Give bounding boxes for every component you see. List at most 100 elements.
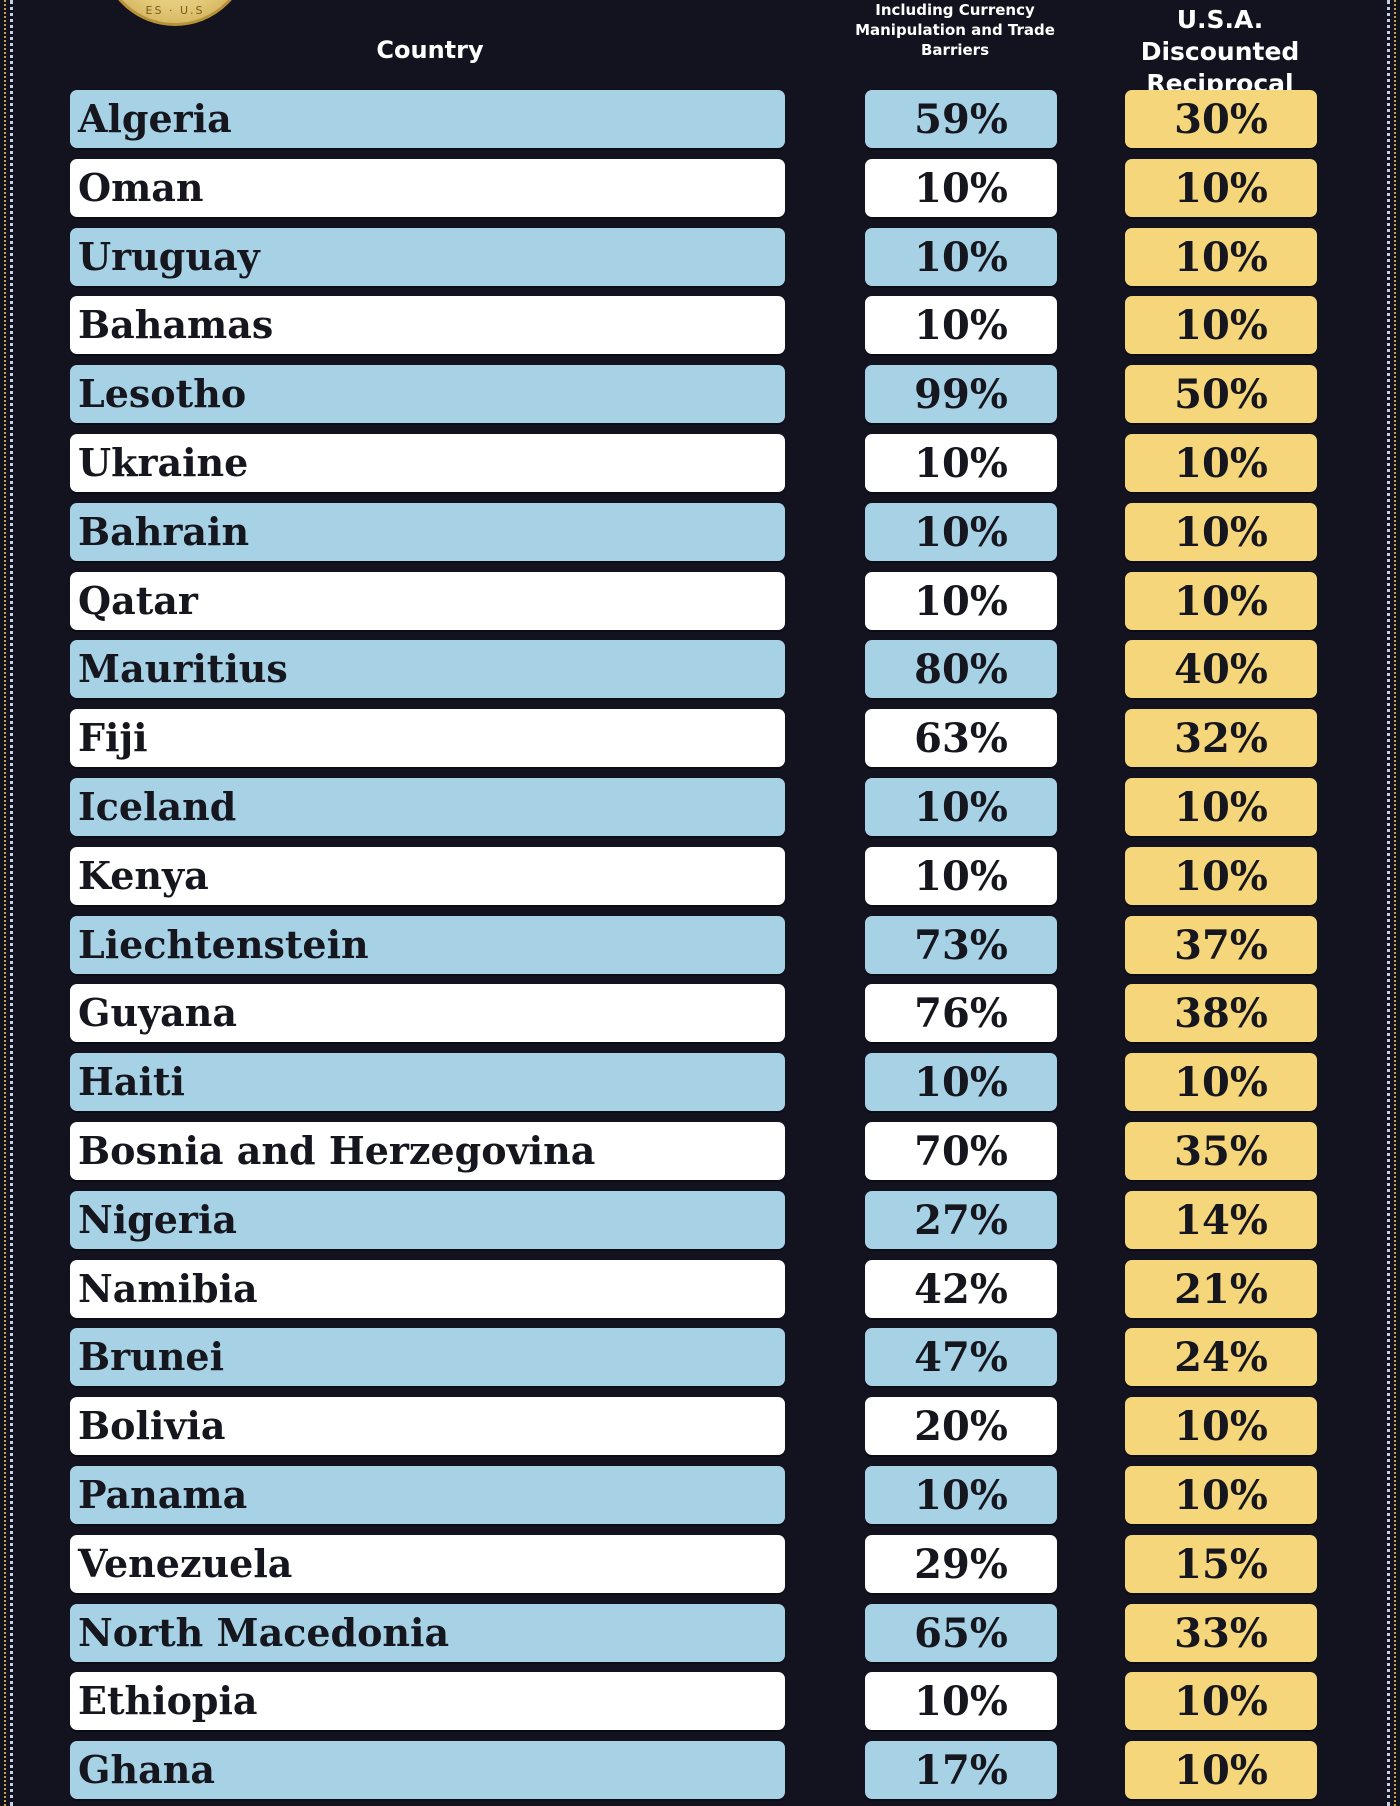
reciprocal-tariff-value: 35% xyxy=(1125,1122,1317,1180)
reciprocal-tariff-value: 50% xyxy=(1125,365,1317,424)
reciprocal-tariff-value: 10% xyxy=(1125,846,1317,905)
table-row: Kenya 10% 10% xyxy=(0,846,1400,905)
tariffs-charged-value: 10% xyxy=(865,502,1057,561)
table-row: Bolivia 20% 10% xyxy=(0,1397,1400,1456)
table-row: Ukraine 10% 10% xyxy=(0,434,1400,492)
tariffs-charged-value: 10% xyxy=(865,1053,1057,1112)
tariffs-charged-value: 10% xyxy=(865,778,1057,836)
table-row: Panama 10% 10% xyxy=(0,1466,1400,1524)
table-row: Oman 10% 10% xyxy=(0,158,1400,217)
table-row: Fiji 63% 32% xyxy=(0,709,1400,768)
tariffs-charged-value: 65% xyxy=(865,1603,1057,1662)
header-country: Country xyxy=(376,36,484,64)
table-row: Bahrain 10% 10% xyxy=(0,502,1400,561)
tariffs-charged-value: 10% xyxy=(865,227,1057,286)
reciprocal-tariff-value: 10% xyxy=(1125,296,1317,355)
reciprocal-tariff-value: 10% xyxy=(1125,1672,1317,1731)
table-row: Qatar 10% 10% xyxy=(0,571,1400,630)
reciprocal-tariff-value: 24% xyxy=(1125,1328,1317,1387)
table-row: Mauritius 80% 40% xyxy=(0,640,1400,699)
table-row: Bahamas 10% 10% xyxy=(0,296,1400,355)
tariffs-charged-value: 47% xyxy=(865,1328,1057,1387)
reciprocal-tariff-value: 10% xyxy=(1125,571,1317,630)
tariffs-charged-value: 10% xyxy=(865,846,1057,905)
tariffs-charged-value: 10% xyxy=(865,296,1057,355)
right-border xyxy=(1382,0,1400,1806)
reciprocal-tariff-value: 10% xyxy=(1125,434,1317,492)
country-name: Kenya xyxy=(70,846,785,905)
country-name: Qatar xyxy=(70,571,785,630)
country-name: Fiji xyxy=(70,709,785,768)
header-reciprocal-line1: U.S.A. Discounted xyxy=(1140,5,1300,66)
country-name: Haiti xyxy=(70,1053,785,1112)
table-row: Ethiopia 10% 10% xyxy=(0,1672,1400,1731)
table-row: Brunei 47% 24% xyxy=(0,1328,1400,1387)
reciprocal-tariff-value: 10% xyxy=(1125,778,1317,836)
tariffs-charged-value: 76% xyxy=(865,984,1057,1043)
reciprocal-tariff-value: 10% xyxy=(1125,227,1317,286)
country-name: Ukraine xyxy=(70,434,785,492)
tariffs-charged-value: 29% xyxy=(865,1534,1057,1593)
tariffs-charged-value: 59% xyxy=(865,90,1057,148)
table-row: Iceland 10% 10% xyxy=(0,778,1400,836)
reciprocal-tariff-value: 10% xyxy=(1125,502,1317,561)
reciprocal-tariff-value: 32% xyxy=(1125,709,1317,768)
country-name: Bolivia xyxy=(70,1397,785,1456)
country-name: Oman xyxy=(70,158,785,217)
table-row: Bosnia and Herzegovina 70% 35% xyxy=(0,1122,1400,1180)
tariffs-charged-value: 10% xyxy=(865,1466,1057,1524)
table-row: Namibia 42% 21% xyxy=(0,1259,1400,1318)
header-tariffs-charged: Including Currency Manipulation and Trad… xyxy=(855,1,1055,59)
tariffs-charged-value: 10% xyxy=(865,571,1057,630)
country-name: Panama xyxy=(70,1466,785,1524)
reciprocal-tariff-value: 33% xyxy=(1125,1603,1317,1662)
country-name: Bosnia and Herzegovina xyxy=(70,1122,785,1180)
table-row: Lesotho 99% 50% xyxy=(0,365,1400,424)
tariffs-charged-value: 27% xyxy=(865,1190,1057,1249)
table-row: Nigeria 27% 14% xyxy=(0,1190,1400,1249)
country-name: Algeria xyxy=(70,90,785,148)
reciprocal-tariff-value: 10% xyxy=(1125,1466,1317,1524)
country-name: Nigeria xyxy=(70,1190,785,1249)
reciprocal-tariff-value: 10% xyxy=(1125,1741,1317,1800)
table-row: Haiti 10% 10% xyxy=(0,1053,1400,1112)
reciprocal-tariff-value: 10% xyxy=(1125,158,1317,217)
tariffs-charged-value: 42% xyxy=(865,1259,1057,1318)
reciprocal-tariff-value: 38% xyxy=(1125,984,1317,1043)
table-row: North Macedonia 65% 33% xyxy=(0,1603,1400,1662)
reciprocal-tariff-value: 15% xyxy=(1125,1534,1317,1593)
table-row: Algeria 59% 30% xyxy=(0,90,1400,148)
tariffs-charged-value: 99% xyxy=(865,365,1057,424)
tariffs-charged-value: 17% xyxy=(865,1741,1057,1800)
reciprocal-tariff-value: 30% xyxy=(1125,90,1317,148)
tariffs-charged-value: 73% xyxy=(865,915,1057,974)
table-row: Ghana 17% 10% xyxy=(0,1741,1400,1800)
country-name: Namibia xyxy=(70,1259,785,1318)
country-name: Iceland xyxy=(70,778,785,836)
tariffs-charged-value: 20% xyxy=(865,1397,1057,1456)
country-name: Bahamas xyxy=(70,296,785,355)
country-name: Mauritius xyxy=(70,640,785,699)
country-name: Bahrain xyxy=(70,502,785,561)
left-border xyxy=(0,0,18,1806)
country-name: Brunei xyxy=(70,1328,785,1387)
reciprocal-tariff-value: 21% xyxy=(1125,1259,1317,1318)
reciprocal-tariff-value: 10% xyxy=(1125,1397,1317,1456)
tariffs-charged-value: 10% xyxy=(865,434,1057,492)
tariffs-charged-value: 10% xyxy=(865,158,1057,217)
tariffs-charged-value: 10% xyxy=(865,1672,1057,1731)
table-row: Uruguay 10% 10% xyxy=(0,227,1400,286)
reciprocal-tariff-value: 37% xyxy=(1125,915,1317,974)
country-name: North Macedonia xyxy=(70,1603,785,1662)
country-name: Ghana xyxy=(70,1741,785,1800)
tariffs-charged-value: 70% xyxy=(865,1122,1057,1180)
country-name: Lesotho xyxy=(70,365,785,424)
reciprocal-tariff-value: 40% xyxy=(1125,640,1317,699)
table-row: Venezuela 29% 15% xyxy=(0,1534,1400,1593)
country-name: Ethiopia xyxy=(70,1672,785,1731)
country-name: Liechtenstein xyxy=(70,915,785,974)
reciprocal-tariff-value: 10% xyxy=(1125,1053,1317,1112)
country-name: Venezuela xyxy=(70,1534,785,1593)
country-name: Guyana xyxy=(70,984,785,1043)
